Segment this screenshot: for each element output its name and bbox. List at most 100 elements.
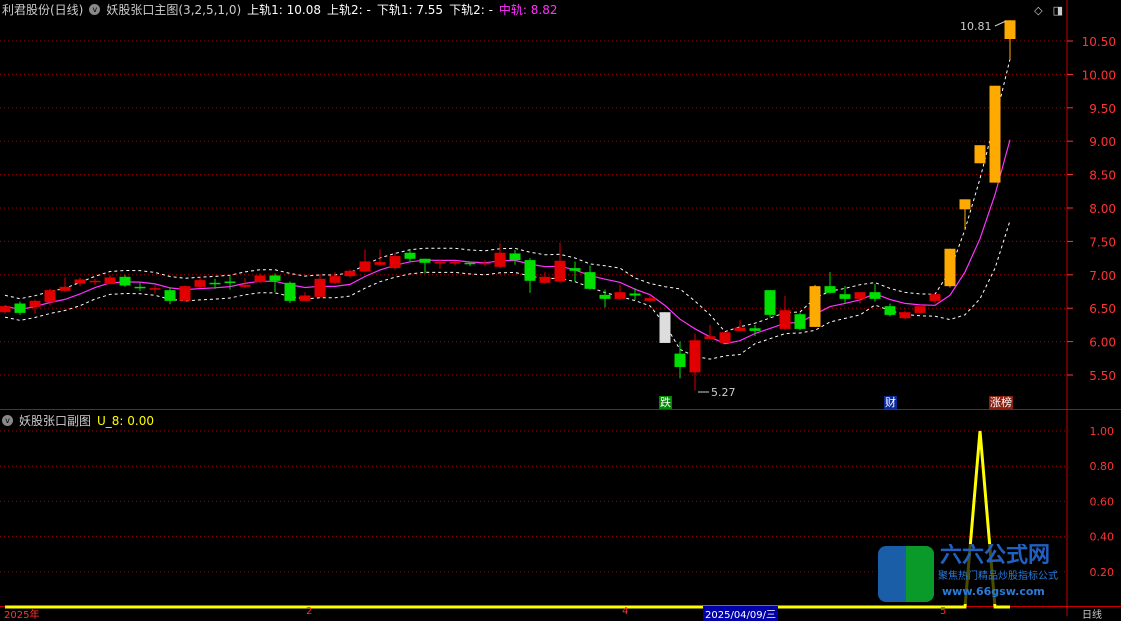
logo-slogan: 聚焦热门精品炒股指标公式 <box>938 571 1058 582</box>
candle-body <box>44 290 56 303</box>
main-chart-header: 利君股份(日线) v 妖股张口主图(3,2,5,1,0) 上轨1: 10.08 … <box>2 1 557 18</box>
candle-body <box>104 277 116 285</box>
candle-body <box>719 332 731 343</box>
candle-body <box>704 336 716 339</box>
candle-body <box>614 292 626 299</box>
candle-body <box>644 298 656 301</box>
y-tick-label: 8.50 <box>1089 169 1116 183</box>
candle-body <box>194 280 206 287</box>
candle-body <box>539 276 551 283</box>
u8-line <box>5 430 1010 609</box>
low-price-label: 5.27 <box>711 386 736 399</box>
panel-toggle-icon[interactable]: ◨ <box>1052 4 1063 17</box>
y-tick-label: 10.50 <box>1082 35 1116 49</box>
candle-body <box>929 294 941 301</box>
candle-body <box>989 85 1001 183</box>
sub-y-tick-label: 0.40 <box>1090 531 1115 544</box>
sub-y-tick-label: 1.00 <box>1090 425 1115 438</box>
diamond-icon[interactable]: ◇ <box>1034 4 1043 17</box>
candle-body <box>0 306 11 313</box>
candle-body <box>554 260 566 282</box>
top-right-controls: ◇ ◨ <box>1034 4 1063 17</box>
candle-body <box>779 310 791 329</box>
candle-body <box>209 282 221 285</box>
candle-body <box>74 279 86 284</box>
candle-body <box>869 292 881 299</box>
candle-body <box>569 268 581 271</box>
candle-body <box>509 253 521 261</box>
stock-name: 利君股份(日线) <box>2 3 84 17</box>
chevron-down-icon[interactable]: v <box>89 4 101 15</box>
x-axis-label: 2025年 <box>4 610 40 621</box>
candle-body <box>179 286 191 301</box>
lower2-value: 下轨2: - <box>449 3 493 17</box>
candle-body <box>149 288 161 290</box>
x-axis-cursor-date: 2025/04/09/三 <box>703 606 779 621</box>
candle-body <box>254 275 266 283</box>
lower-band-line <box>4 220 1011 360</box>
chevron-down-icon[interactable]: v <box>2 415 13 426</box>
candle-body <box>449 262 461 264</box>
candle-body <box>434 262 446 264</box>
sub-y-tick-label: 0.80 <box>1090 460 1115 473</box>
candle-body <box>884 306 896 315</box>
candle-body <box>749 328 761 331</box>
candle-body <box>599 294 611 299</box>
candle-body <box>404 252 416 259</box>
candle-body <box>824 286 836 293</box>
candle-body <box>329 276 341 283</box>
candle-body <box>524 260 536 281</box>
high-price-label: 10.81 <box>960 20 992 33</box>
candle-body <box>224 281 236 283</box>
candle-body <box>269 275 281 281</box>
candle-body <box>419 258 431 263</box>
sub-y-tick-label: 0.20 <box>1090 566 1115 579</box>
upper-band-line <box>4 58 1011 333</box>
candle-body <box>494 252 506 267</box>
x-axis-label: 2 <box>306 606 313 617</box>
sub-indicator-value: U_8: 0.00 <box>97 413 155 428</box>
sub-indicator-name[interactable]: 妖股张口副图 <box>19 414 92 428</box>
candle-body <box>464 262 476 265</box>
y-tick-label: 8.00 <box>1089 202 1116 216</box>
y-tick-label: 9.50 <box>1089 102 1116 116</box>
mid-band-line <box>4 139 1011 345</box>
x-axis-label: 4 <box>622 606 629 617</box>
y-tick-label: 5.50 <box>1089 369 1116 383</box>
x-axis-label: 5 <box>940 606 947 617</box>
candle-body <box>899 312 911 319</box>
candle-body <box>164 290 176 301</box>
candle-body <box>674 353 686 367</box>
candle-body <box>734 327 746 331</box>
candle-body <box>794 314 806 329</box>
candle-body <box>764 290 776 315</box>
marker-finance: 财 <box>884 396 897 409</box>
candle-body <box>299 295 311 301</box>
high-arrow <box>994 20 1007 27</box>
sub-y-tick-label: 0.60 <box>1090 495 1115 508</box>
y-tick-label: 7.50 <box>1089 235 1116 249</box>
period-label[interactable]: 日线 <box>1082 610 1102 621</box>
marker-limit-up-list: 涨榜 <box>989 396 1013 409</box>
candle-body <box>89 280 101 283</box>
candle-body <box>944 248 956 287</box>
candle-body <box>659 312 671 343</box>
candle-body <box>959 199 971 210</box>
candle-body <box>29 300 41 307</box>
logo-site: www.66gsw.com <box>942 585 1045 598</box>
y-tick-label: 7.00 <box>1089 269 1116 283</box>
sub-chart-header: v 妖股张口副图 U_8: 0.00 <box>2 412 154 429</box>
y-tick-label: 6.50 <box>1089 302 1116 316</box>
logo-title: 六六公式网 <box>940 544 1051 568</box>
candle-body <box>1004 20 1016 39</box>
candle-body <box>854 292 866 299</box>
logo-icon <box>878 546 934 602</box>
y-tick-label: 6.00 <box>1089 336 1116 350</box>
candle-body <box>314 278 326 297</box>
logo: 六六公式网 聚焦热门精品炒股指标公式 www.66gsw.com <box>876 544 1064 604</box>
candle-body <box>629 293 641 296</box>
mid-value: 中轨: 8.82 <box>498 3 558 17</box>
candle-body <box>344 270 356 277</box>
indicator-name[interactable]: 妖股张口主图(3,2,5,1,0) <box>106 3 242 17</box>
candle-body <box>839 294 851 299</box>
